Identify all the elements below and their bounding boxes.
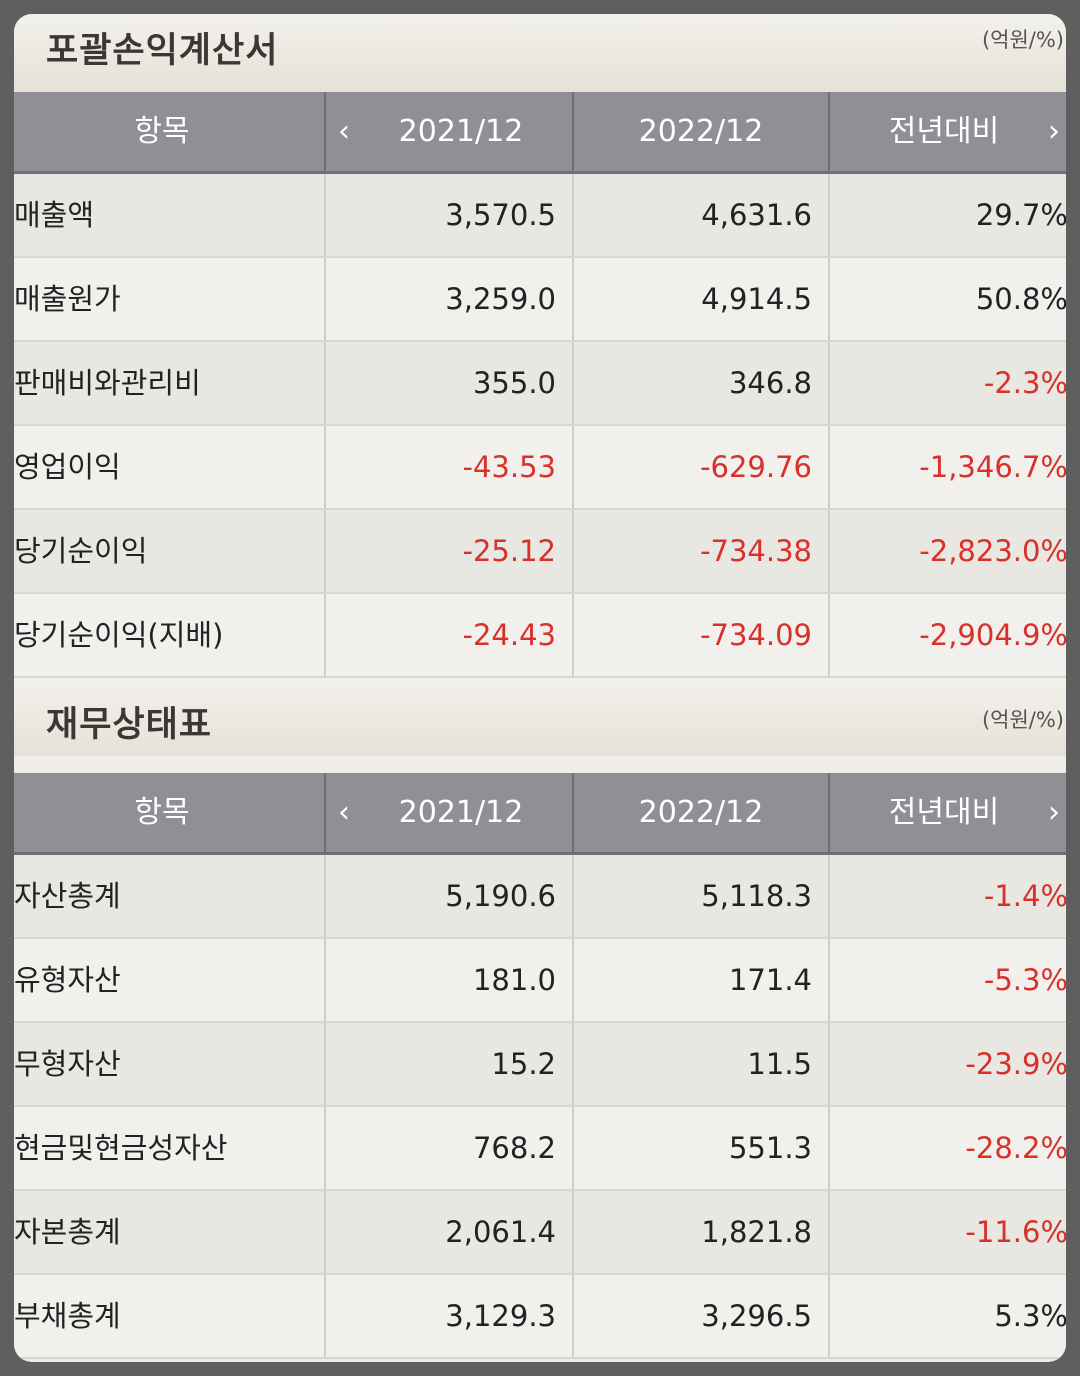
header-item: 항목 [134, 795, 190, 830]
row-label: 당기순이익(지배) [14, 618, 224, 652]
chevron-right-icon[interactable]: › [1048, 114, 1060, 149]
header-col-2021: 2021/12 [324, 92, 572, 174]
table-row[interactable]: 당기순이익(지배) -24.43 -734.09 -2,904.9% [14, 594, 1066, 678]
row-label: 판매비와관리비 [14, 366, 201, 400]
value-2022: 346.8 [572, 342, 828, 424]
table-row[interactable]: 매출액 3,570.5 4,631.6 29.7% [14, 174, 1066, 258]
value-2021: 15.2 [324, 1023, 572, 1105]
value-2022: 11.5 [572, 1023, 828, 1105]
value-2022: -629.76 [572, 426, 828, 508]
table-row[interactable]: 당기순이익 -25.12 -734.38 -2,823.0% [14, 510, 1066, 594]
header-col-yoy: 전년대비 [828, 92, 1066, 174]
value-2021: 181.0 [324, 939, 572, 1021]
value-2021: 2,061.4 [324, 1191, 572, 1273]
value-2021: -24.43 [324, 594, 572, 676]
value-2021: 3,129.3 [324, 1275, 572, 1357]
row-label: 영업이익 [14, 450, 121, 484]
value-2021: -43.53 [324, 426, 572, 508]
value-yoy: 5.3% [828, 1275, 1066, 1357]
value-2021: 355.0 [324, 342, 572, 424]
value-2021: 3,259.0 [324, 258, 572, 340]
value-2022: 551.3 [572, 1107, 828, 1189]
value-yoy: -1.4% [828, 855, 1066, 937]
row-label: 당기순이익 [14, 534, 148, 568]
row-label: 매출액 [14, 198, 95, 232]
table-row[interactable]: 유형자산 181.0 171.4 -5.3% [14, 939, 1066, 1023]
value-yoy: -11.6% [828, 1191, 1066, 1273]
table-row[interactable]: 무형자산 15.2 11.5 -23.9% [14, 1023, 1066, 1107]
section-title: 재무상태표 [46, 705, 213, 745]
section-header-income-statement: 포괄손익계산서 (억원/%) [14, 14, 1066, 92]
financial-summary-panel: 포괄손익계산서 (억원/%) 항목 2021/12 ‹ 2022/12 전년대비… [14, 14, 1066, 1362]
value-yoy: 29.7% [828, 174, 1066, 256]
header-col-2022: 2022/12 [572, 92, 828, 174]
value-2021: 3,570.5 [324, 174, 572, 256]
unit-label: (억원/%) [981, 708, 1064, 732]
value-yoy: -28.2% [828, 1107, 1066, 1189]
table-row[interactable]: 자본총계 2,061.4 1,821.8 -11.6% [14, 1191, 1066, 1275]
table-row[interactable]: 판매비와관리비 355.0 346.8 -2.3% [14, 342, 1066, 426]
row-label: 유형자산 [14, 963, 121, 997]
value-2022: -734.38 [572, 510, 828, 592]
value-2022: 4,914.5 [572, 258, 828, 340]
value-2021: 5,190.6 [324, 855, 572, 937]
chevron-left-icon[interactable]: ‹ [338, 795, 350, 830]
table-row[interactable]: 영업이익 -43.53 -629.76 -1,346.7% [14, 426, 1066, 510]
value-yoy: -23.9% [828, 1023, 1066, 1105]
table-row[interactable]: 부채총계 3,129.3 3,296.5 5.3% [14, 1275, 1066, 1359]
value-2022: -734.09 [572, 594, 828, 676]
header-item: 항목 [134, 114, 190, 149]
value-2021: 768.2 [324, 1107, 572, 1189]
row-label: 자본총계 [14, 1215, 121, 1249]
value-yoy: -1,346.7% [828, 426, 1066, 508]
value-yoy: -2,904.9% [828, 594, 1066, 676]
section-header-balance-sheet: 재무상태표 (억원/%) [14, 678, 1066, 756]
chevron-right-icon[interactable]: › [1048, 795, 1060, 830]
value-2022: 1,821.8 [572, 1191, 828, 1273]
header-col-yoy: 전년대비 [828, 773, 1066, 855]
table-row[interactable]: 자산총계 5,190.6 5,118.3 -1.4% [14, 855, 1066, 939]
header-col-2022: 2022/12 [572, 773, 828, 855]
table-row[interactable]: 현금및현금성자산 768.2 551.3 -28.2% [14, 1107, 1066, 1191]
row-label: 매출원가 [14, 282, 121, 316]
value-2022: 5,118.3 [572, 855, 828, 937]
value-2022: 3,296.5 [572, 1275, 828, 1357]
row-label: 자산총계 [14, 879, 121, 913]
table-header-row: 항목 2021/12 ‹ 2022/12 전년대비 › [14, 773, 1066, 855]
value-yoy: -5.3% [828, 939, 1066, 1021]
table-row[interactable]: 매출원가 3,259.0 4,914.5 50.8% [14, 258, 1066, 342]
value-yoy: -2.3% [828, 342, 1066, 424]
unit-label: (억원/%) [981, 28, 1064, 52]
value-yoy: -2,823.0% [828, 510, 1066, 592]
row-label: 부채총계 [14, 1299, 121, 1333]
row-label: 무형자산 [14, 1047, 121, 1081]
header-col-2021: 2021/12 [324, 773, 572, 855]
chevron-left-icon[interactable]: ‹ [338, 114, 350, 149]
section-title: 포괄손익계산서 [46, 31, 279, 71]
row-label: 현금및현금성자산 [14, 1131, 228, 1165]
table-header-row: 항목 2021/12 ‹ 2022/12 전년대비 › [14, 92, 1066, 174]
value-2022: 171.4 [572, 939, 828, 1021]
value-yoy: 50.8% [828, 258, 1066, 340]
value-2022: 4,631.6 [572, 174, 828, 256]
value-2021: -25.12 [324, 510, 572, 592]
